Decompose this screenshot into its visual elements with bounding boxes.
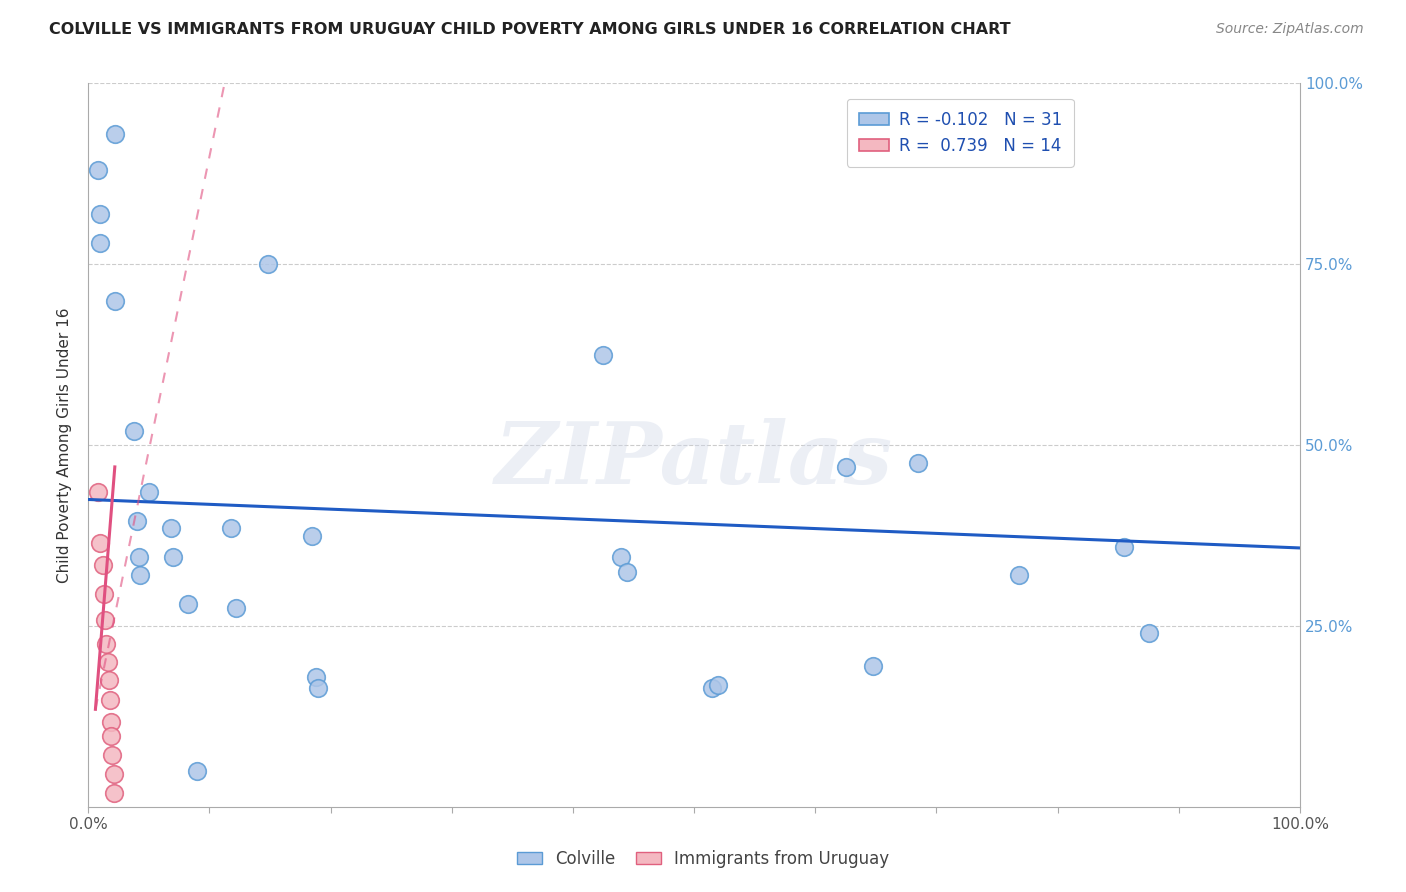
Point: [307, 681, 329, 695]
Point: [834, 459, 856, 474]
Point: [702, 681, 724, 695]
Point: [610, 550, 633, 565]
Point: [96, 655, 118, 669]
Point: [91, 558, 114, 572]
Point: [162, 550, 184, 565]
Point: [97, 673, 120, 688]
Point: [256, 257, 278, 271]
Point: [616, 565, 638, 579]
Point: [103, 767, 125, 781]
Point: [89, 207, 111, 221]
Point: [104, 293, 127, 308]
Point: [138, 485, 160, 500]
Text: Source: ZipAtlas.com: Source: ZipAtlas.com: [1216, 22, 1364, 37]
Y-axis label: Child Poverty Among Girls Under 16: Child Poverty Among Girls Under 16: [58, 308, 72, 583]
Point: [100, 729, 122, 743]
Point: [104, 127, 127, 141]
Point: [122, 424, 145, 438]
Point: [94, 613, 117, 627]
Legend: Colville, Immigrants from Uruguay: Colville, Immigrants from Uruguay: [510, 844, 896, 875]
Point: [89, 235, 111, 250]
Point: [1137, 626, 1160, 640]
Point: [87, 163, 110, 178]
Point: [101, 747, 124, 762]
Point: [129, 568, 152, 582]
Point: [89, 536, 111, 550]
Point: [301, 529, 323, 543]
Point: [219, 521, 242, 535]
Point: [592, 348, 614, 362]
Point: [186, 764, 208, 778]
Legend: R = -0.102   N = 31, R =  0.739   N = 14: R = -0.102 N = 31, R = 0.739 N = 14: [846, 99, 1074, 167]
Point: [707, 678, 730, 692]
Point: [225, 601, 247, 615]
Point: [125, 514, 148, 528]
Point: [87, 485, 110, 500]
Point: [159, 521, 181, 535]
Point: [1114, 540, 1136, 554]
Point: [1008, 568, 1031, 582]
Point: [100, 714, 122, 729]
Point: [98, 693, 121, 707]
Point: [93, 586, 115, 600]
Point: [96, 637, 118, 651]
Text: ZIPatlas: ZIPatlas: [495, 418, 893, 501]
Point: [128, 550, 150, 565]
Point: [103, 785, 125, 799]
Point: [305, 670, 328, 684]
Text: COLVILLE VS IMMIGRANTS FROM URUGUAY CHILD POVERTY AMONG GIRLS UNDER 16 CORRELATI: COLVILLE VS IMMIGRANTS FROM URUGUAY CHIL…: [49, 22, 1011, 37]
Point: [862, 659, 884, 673]
Point: [907, 456, 929, 470]
Point: [176, 598, 198, 612]
